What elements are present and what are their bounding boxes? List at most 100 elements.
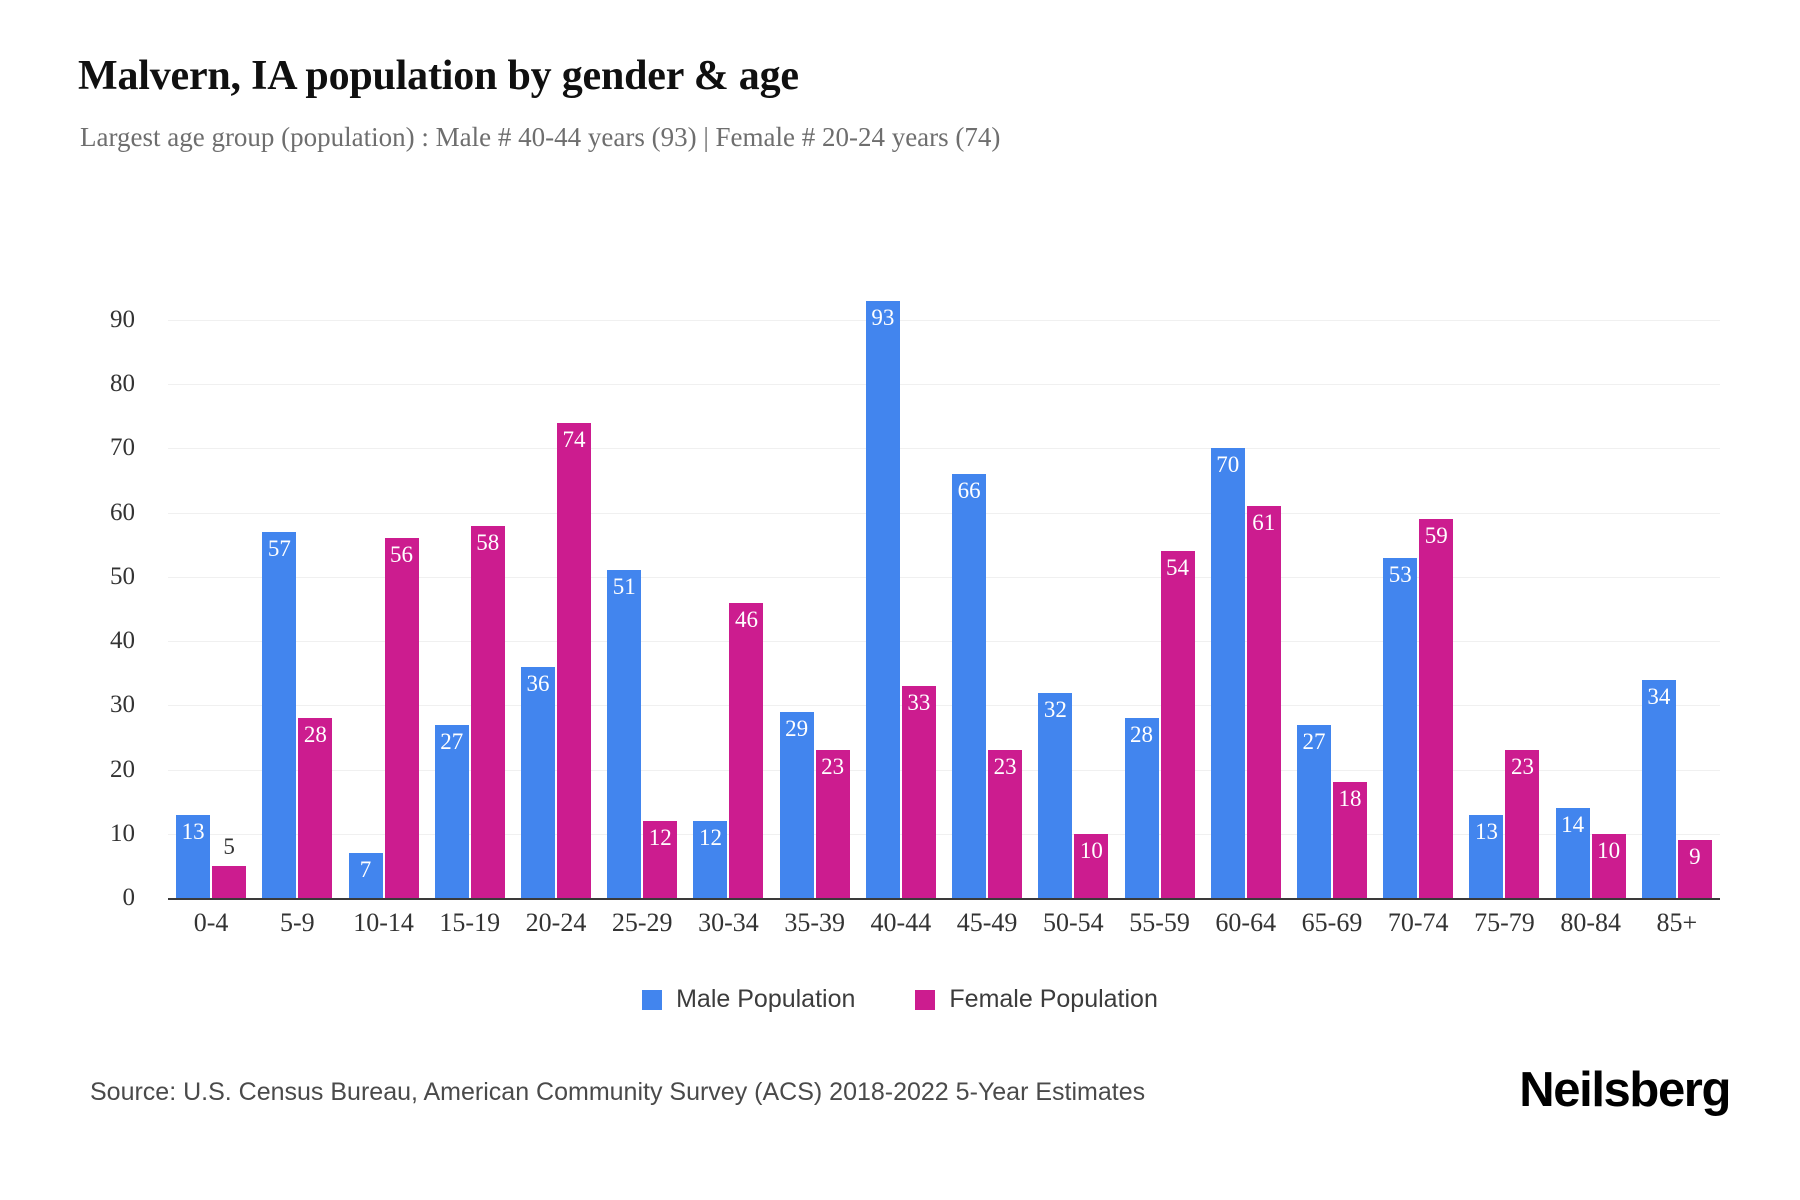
bar-value-label: 28 xyxy=(303,722,327,748)
bar-female-25-29[interactable]: 12 xyxy=(643,820,678,898)
bar-male-10-14[interactable]: 7 xyxy=(348,853,383,898)
bar-value-label: 23 xyxy=(821,754,845,780)
bar-value-label: 9 xyxy=(1689,844,1701,870)
bar-female-55-59[interactable]: 54 xyxy=(1160,551,1195,898)
x-axis-tick-label: 20-24 xyxy=(525,908,587,937)
y-gridline xyxy=(168,641,1720,643)
y-gridline xyxy=(168,769,1720,771)
legend-label-male: Male Population xyxy=(676,985,856,1013)
bar-female-80-84[interactable]: 10 xyxy=(1591,833,1626,898)
bar-male-25-29[interactable]: 51 xyxy=(607,570,642,898)
bar-male-50-54[interactable]: 32 xyxy=(1038,692,1073,898)
y-axis-tick-label: 0 xyxy=(122,884,136,911)
bar-value-label: 74 xyxy=(562,426,586,452)
bar-female-20-24[interactable]: 74 xyxy=(557,422,591,898)
bar-female-60-64[interactable]: 61 xyxy=(1246,506,1281,898)
bar-value-label: 27 xyxy=(1302,728,1326,754)
bar-value-label: 66 xyxy=(957,478,981,504)
legend-swatch-female-icon xyxy=(915,989,936,1010)
bar-value-label: 54 xyxy=(1166,555,1190,581)
x-axis-tick-label: 70-74 xyxy=(1387,908,1449,937)
bar-female-5-9[interactable]: 28 xyxy=(298,718,333,898)
y-gridline xyxy=(168,512,1720,514)
y-gridline xyxy=(168,320,1720,321)
legend-label-female: Female Population xyxy=(949,985,1158,1013)
y-axis-tick-label: 80 xyxy=(110,370,135,398)
bar-value-label: 51 xyxy=(612,574,636,600)
bar-value-label: 28 xyxy=(1130,722,1154,748)
x-axis-tick-label: 5-9 xyxy=(279,908,315,937)
y-axis-tick-label: 20 xyxy=(110,755,135,783)
bar-value-label: 56 xyxy=(390,542,414,568)
bar-value-label: 10 xyxy=(1597,837,1621,863)
bar-female-50-54[interactable]: 10 xyxy=(1074,833,1109,898)
x-axis-tick-label: 45-49 xyxy=(956,908,1018,937)
bar-value-label: 23 xyxy=(1510,754,1534,780)
bar-female-65-69[interactable]: 18 xyxy=(1333,782,1367,898)
bar-value-label: 93 xyxy=(871,304,895,330)
bar-female-75-79[interactable]: 23 xyxy=(1505,750,1540,898)
bar-male-70-74[interactable]: 53 xyxy=(1383,557,1418,898)
bar-male-45-49[interactable]: 66 xyxy=(952,474,987,898)
y-axis-tick-label: 30 xyxy=(110,691,135,719)
bar-male-40-44[interactable]: 93 xyxy=(865,300,900,898)
x-axis-tick-label: 65-69 xyxy=(1301,908,1363,937)
source-note: Source: U.S. Census Bureau, American Com… xyxy=(90,1078,1146,1106)
y-axis-tick-label: 50 xyxy=(110,562,135,590)
bar-female-15-19[interactable]: 58 xyxy=(470,525,505,898)
legend-item-female[interactable]: Female Population xyxy=(915,985,1158,1014)
bar-value-label: 57 xyxy=(267,535,291,561)
bar-male-55-59[interactable]: 28 xyxy=(1124,718,1159,898)
bar-value-label: 12 xyxy=(648,824,672,850)
bar-value-label: 10 xyxy=(1079,837,1103,863)
x-axis-tick-label: 0-4 xyxy=(193,908,229,937)
bar-male-80-84[interactable]: 14 xyxy=(1555,808,1590,898)
bar-male-0-4[interactable]: 13 xyxy=(176,814,211,898)
y-gridline xyxy=(168,576,1720,578)
x-axis-tick-label: 75-79 xyxy=(1474,908,1535,937)
bar-value-label: 46 xyxy=(734,606,758,632)
bar-male-65-69[interactable]: 27 xyxy=(1297,724,1331,898)
bar-male-85+[interactable]: 34 xyxy=(1641,679,1676,898)
bar-value-label: 5 xyxy=(223,833,235,859)
y-axis-tick-label: 90 xyxy=(110,306,135,333)
bar-male-60-64[interactable]: 70 xyxy=(1210,448,1245,898)
bar-value-label: 33 xyxy=(907,690,931,716)
x-axis-tick-label: 60-64 xyxy=(1215,908,1277,937)
bar-male-75-79[interactable]: 13 xyxy=(1469,814,1504,898)
bar-female-45-49[interactable]: 23 xyxy=(988,750,1023,898)
x-axis-tick-label: 55-59 xyxy=(1129,908,1190,937)
bar-value-label: 27 xyxy=(440,728,464,754)
bar-value-label: 32 xyxy=(1043,696,1067,722)
bar-female-35-39[interactable]: 23 xyxy=(815,750,850,898)
bar-female-10-14[interactable]: 56 xyxy=(384,538,419,898)
bar-value-label: 13 xyxy=(181,818,205,844)
y-gridline xyxy=(168,705,1720,707)
y-axis-tick-label: 10 xyxy=(110,819,135,847)
bar-value-label: 53 xyxy=(1388,561,1412,587)
bar-female-40-44[interactable]: 33 xyxy=(901,686,936,898)
x-axis-tick-label: 35-39 xyxy=(784,908,845,937)
x-axis-tick-label: 40-44 xyxy=(870,908,932,937)
bar-male-15-19[interactable]: 27 xyxy=(434,724,469,898)
bar-female-30-34[interactable]: 46 xyxy=(729,602,764,898)
x-axis-tick-label: 25-29 xyxy=(611,908,673,937)
legend-item-male[interactable]: Male Population xyxy=(642,985,855,1014)
bar-female-70-74[interactable]: 59 xyxy=(1419,519,1454,898)
x-axis-tick-label: 80-84 xyxy=(1560,908,1621,937)
bar-value-label: 61 xyxy=(1252,510,1276,536)
bar-female-0-4[interactable]: 5 xyxy=(212,835,247,898)
y-gridline xyxy=(168,384,1720,386)
legend-swatch-male-icon xyxy=(642,989,663,1010)
bar-value-label: 7 xyxy=(359,857,372,883)
bar-value-label: 23 xyxy=(993,754,1017,780)
bar-value-label: 12 xyxy=(698,824,722,850)
bar-male-35-39[interactable]: 29 xyxy=(779,711,814,898)
bar-female-85+[interactable]: 9 xyxy=(1677,840,1712,898)
bar-male-20-24[interactable]: 36 xyxy=(521,666,555,898)
bar-male-5-9[interactable]: 57 xyxy=(262,531,297,898)
x-axis-tick-label: 50-54 xyxy=(1042,908,1104,937)
bar-male-30-34[interactable]: 12 xyxy=(693,820,728,898)
